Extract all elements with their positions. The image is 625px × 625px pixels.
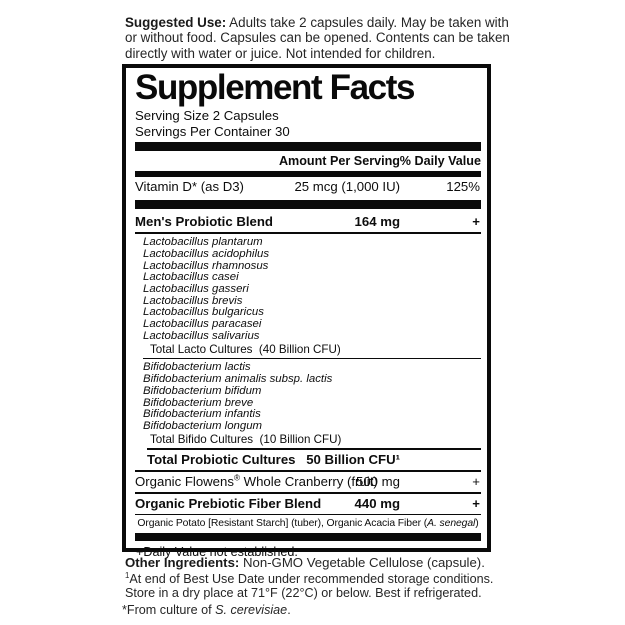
species-item: Lactobacillus plantarum — [143, 236, 263, 249]
vitamin-d-label: Vitamin D* (as D3) — [135, 179, 244, 195]
species-item: Lactobacillus bulgaricus — [143, 306, 264, 319]
suggested-use-label: Suggested Use: — [125, 15, 227, 30]
footnote-marker: 1 — [125, 570, 130, 580]
cranberry-amount: 500 mg — [356, 473, 400, 489]
probiotic-blend-amount: 164 mg — [354, 214, 400, 230]
species-item: Lactobacillus rhamnosus — [143, 259, 269, 272]
row-vitamin-d: Vitamin D* (as D3) 25 mcg (1,000 IU) 125… — [135, 177, 481, 197]
divider-bar-header — [135, 171, 481, 178]
divider-bar-bottom — [135, 533, 481, 542]
panel-title: Supplement Facts — [135, 68, 415, 107]
fiber-blend-daily-value: + — [472, 495, 480, 511]
total-probiotic-label: Total Probiotic Cultures — [147, 451, 296, 467]
row-fiber-blend: Organic Prebiotic Fiber Blend 440 mg + — [135, 494, 481, 514]
serving-size: Serving Size 2 Capsules — [135, 108, 279, 123]
species-item: Lactobacillus gasseri — [143, 283, 249, 295]
rule-under-cranberry — [135, 491, 481, 494]
vitamin-d-daily-value: 125% — [446, 179, 480, 195]
divider-bar-top — [135, 142, 481, 152]
rule-under-fiber-blend — [135, 513, 481, 516]
row-total-probiotic: Total Probiotic Cultures 50 Billion CFU¹ — [135, 450, 481, 470]
other-ingredients: Other Ingredients: Non-GMO Vegetable Cel… — [125, 555, 485, 570]
fiber-blend-label: Organic Prebiotic Fiber Blend — [135, 495, 322, 511]
supplement-facts-panel: Supplement Facts Serving Size 2 Capsules… — [122, 64, 491, 559]
column-header-row: Amount Per Serving % Daily Value — [135, 154, 481, 169]
species-item: Lactobacillus casei — [143, 271, 239, 284]
storage-footnote: 1At end of Best Use Date under recommend… — [125, 570, 494, 601]
species-item: Lactobacillus brevis — [143, 294, 243, 307]
total-lacto-cultures: Total Lacto Cultures (40 Billion CFU) — [150, 342, 341, 356]
species-item: Bifidobacterium breve — [143, 396, 254, 409]
total-probiotic-amount: 50 Billion CFU¹ — [306, 451, 400, 467]
suggested-use-text: Suggested Use: Adults take 2 capsules da… — [125, 15, 515, 61]
species-item: Bifidobacterium animalis subsp. lactis — [143, 373, 333, 386]
species-item: Lactobacillus salivarius — [143, 329, 260, 342]
species-item: Bifidobacterium lactis — [143, 361, 251, 374]
suggested-use-line1: Suggested Use: Adults take 2 capsules da… — [125, 15, 509, 30]
suggested-use-line3: directly with water or juice. Not intend… — [125, 45, 436, 61]
cranberry-daily-value: + — [472, 473, 480, 489]
species-item: Bifidobacterium bifidum — [143, 384, 262, 397]
suggested-use-line2: or without food. Capsules can be opened.… — [125, 30, 510, 46]
divider-bar-vitamin — [135, 200, 481, 210]
species-item: Bifidobacterium longum — [143, 419, 263, 432]
rule-under-lacto — [143, 357, 481, 360]
bifido-species-list: Bifidobacterium lactis Bifidobacterium a… — [135, 362, 481, 432]
storage-footnote-line1: 1At end of Best Use Date under recommend… — [125, 570, 494, 586]
column-header-daily-value: % Daily Value — [399, 154, 481, 169]
total-bifido-cultures: Total Bifido Cultures (10 Billion CFU) — [150, 432, 342, 446]
probiotic-blend-label: Men's Probiotic Blend — [135, 214, 273, 230]
lacto-species-list: Lactobacillus plantarum Lactobacillus ac… — [135, 236, 481, 342]
registered-mark: ® — [233, 473, 240, 483]
rule-under-bifido — [147, 448, 481, 450]
row-probiotic-blend: Men's Probiotic Blend 164 mg + — [135, 212, 481, 232]
servings-per-container: Servings Per Container 30 — [135, 123, 290, 139]
rule-under-total-probiotic — [135, 469, 481, 472]
cranberry-label: Organic Flowens® Whole Cranberry (fruit) — [135, 473, 378, 489]
probiotic-blend-daily-value: + — [472, 214, 480, 230]
species-item: Lactobacillus acidophilus — [143, 247, 270, 260]
column-header-amount: Amount Per Serving — [278, 154, 400, 169]
fiber-blend-amount: 440 mg — [354, 495, 400, 511]
row-cranberry: Organic Flowens® Whole Cranberry (fruit)… — [135, 472, 481, 492]
rule-under-blend — [135, 232, 481, 235]
species-item: Lactobacillus paracasei — [143, 318, 262, 331]
species-item: Bifidobacterium infantis — [143, 408, 261, 421]
vitamin-d-amount: 25 mcg (1,000 IU) — [294, 179, 400, 195]
fiber-sub-ingredients: Organic Potato [Resistant Starch] (tuber… — [137, 518, 479, 530]
species-latin-name: A. senegal — [427, 518, 476, 530]
daily-value-footnote: +Daily Value not established. — [136, 545, 298, 560]
other-ingredients-label: Other Ingredients: — [125, 555, 240, 570]
species-latin-name: S. cerevisiae — [215, 603, 288, 617]
storage-footnote-line2: Store in a dry place at 71°F (22°C) or b… — [125, 586, 482, 601]
culture-footnote: *From culture of S. cerevisiae. — [122, 603, 291, 617]
